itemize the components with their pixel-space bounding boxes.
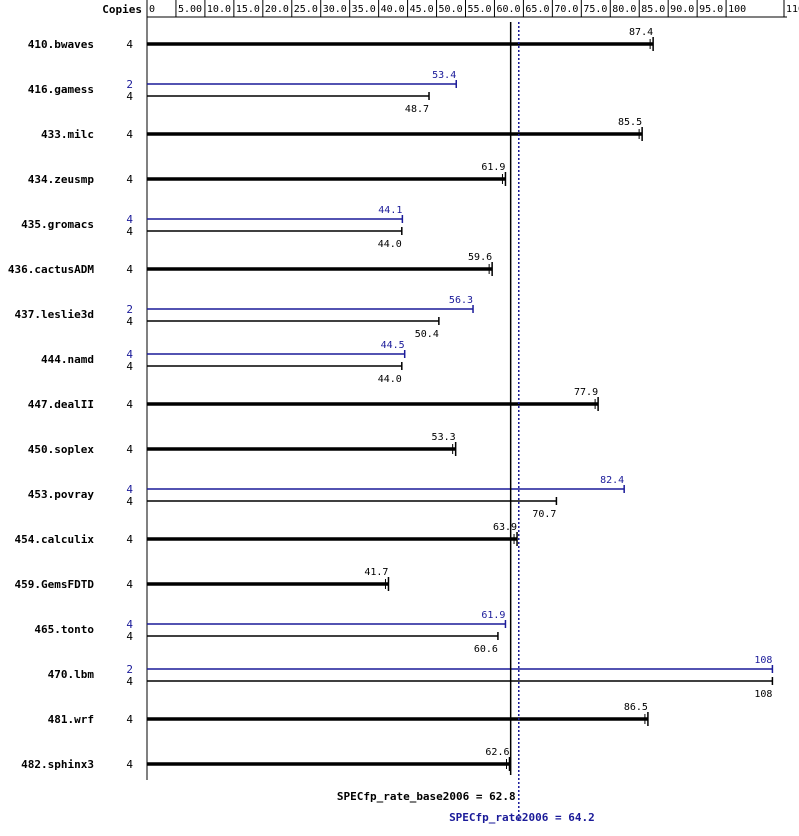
benchmark-label: 410.bwaves xyxy=(28,38,94,51)
peak-value-label: 53.4 xyxy=(432,70,456,81)
benchmark-label: 434.zeusmp xyxy=(28,173,95,186)
base-copies: 4 xyxy=(126,758,133,771)
base-copies: 4 xyxy=(126,398,133,411)
base-copies: 4 xyxy=(126,630,133,643)
benchmark-label: 450.soplex xyxy=(28,443,95,456)
tick-label: 110 xyxy=(786,4,799,15)
tick-label: 70.0 xyxy=(554,4,578,15)
peak-copies: 4 xyxy=(126,483,133,496)
tick-label: 45.0 xyxy=(410,4,434,15)
tick-label: 75.0 xyxy=(583,4,607,15)
base-copies: 4 xyxy=(126,173,133,186)
base-copies: 4 xyxy=(126,443,133,456)
peak-copies: 2 xyxy=(126,663,133,676)
tick-label: 65.0 xyxy=(525,4,549,15)
tick-label: 100 xyxy=(728,4,746,15)
tick-label: 90.0 xyxy=(670,4,694,15)
base-copies: 4 xyxy=(126,495,133,508)
base-value-label: 41.7 xyxy=(364,567,388,578)
base-value-label: 48.7 xyxy=(405,104,429,115)
tick-label: 0 xyxy=(149,4,155,15)
base-value-label: 87.4 xyxy=(629,27,653,38)
base-copies: 4 xyxy=(126,315,133,328)
base-copies: 4 xyxy=(126,90,133,103)
benchmark-label: 436.cactusADM xyxy=(8,263,94,276)
benchmark-label: 437.leslie3d xyxy=(15,308,94,321)
base-value-label: 44.0 xyxy=(378,239,402,250)
peak-copies: 4 xyxy=(126,618,133,631)
benchmark-label: 453.povray xyxy=(28,488,95,501)
tick-label: 95.0 xyxy=(699,4,723,15)
tick-label: 10.0 xyxy=(207,4,231,15)
tick-label: 80.0 xyxy=(612,4,636,15)
peak-copies: 2 xyxy=(126,303,133,316)
benchmark-label: 433.milc xyxy=(41,128,94,141)
base-value-label: 85.5 xyxy=(618,117,642,128)
benchmark-label: 454.calculix xyxy=(15,533,95,546)
base-value-label: 44.0 xyxy=(378,374,402,385)
base-copies: 4 xyxy=(126,360,133,373)
base-value-label: 62.6 xyxy=(485,747,509,758)
tick-label: 5.00 xyxy=(178,4,202,15)
axis-layer: Copies 0 5.00 10.0 15.0 20.0 25.0 30.0 35.0 40.0 4… xyxy=(102,0,799,775)
peak-value-label: 44.1 xyxy=(378,205,402,216)
base-value-label: 61.9 xyxy=(481,162,505,173)
benchmark-label: 444.namd xyxy=(41,353,94,366)
tick-label: 50.0 xyxy=(439,4,463,15)
tick-label: 30.0 xyxy=(323,4,347,15)
base-value-label: 53.3 xyxy=(432,432,456,443)
base-value-label: 86.5 xyxy=(624,702,648,713)
base-copies: 4 xyxy=(126,38,133,51)
base-copies: 4 xyxy=(126,533,133,546)
base-copies: 4 xyxy=(126,675,133,688)
tick-label: 55.0 xyxy=(468,4,492,15)
tick-label: 85.0 xyxy=(641,4,665,15)
peak-value-label: 44.5 xyxy=(381,340,405,351)
base-value-label: 50.4 xyxy=(415,329,439,340)
benchmark-label: 416.gamess xyxy=(28,83,94,96)
tick-label: 15.0 xyxy=(236,4,260,15)
peak-value-label: 56.3 xyxy=(449,295,473,306)
copies-header: Copies xyxy=(102,3,142,16)
base-copies: 4 xyxy=(126,225,133,238)
peak-value-label: 61.9 xyxy=(481,610,505,621)
base-value-label: 77.9 xyxy=(574,387,598,398)
benchmark-label: 459.GemsFDTD xyxy=(15,578,95,591)
base-summary-label: SPECfp_rate_base2006 = 62.8 xyxy=(337,790,516,803)
base-value-label: 59.6 xyxy=(468,252,492,263)
base-value-label: 70.7 xyxy=(532,509,556,520)
tick-label: 40.0 xyxy=(381,4,405,15)
benchmark-label: 447.dealII xyxy=(28,398,94,411)
tick-label: 35.0 xyxy=(352,4,376,15)
base-value-label: 108 xyxy=(754,689,772,700)
peak-summary-label: SPECfp_rate2006 = 64.2 xyxy=(449,811,595,824)
base-copies: 4 xyxy=(126,263,133,276)
benchmark-label: 470.lbm xyxy=(48,668,95,681)
benchmark-label: 481.wrf xyxy=(48,713,94,726)
reference-lines: SPECfp_rate_base2006 = 62.8 SPECfp_rate20… xyxy=(337,22,595,824)
benchmark-label: 465.tonto xyxy=(34,623,94,636)
tick-label: 25.0 xyxy=(294,4,318,15)
tick-label: 20.0 xyxy=(265,4,289,15)
peak-value-label: 108 xyxy=(754,655,772,666)
benchmark-label: 482.sphinx3 xyxy=(21,758,94,771)
base-copies: 4 xyxy=(126,713,133,726)
base-value-label: 60.6 xyxy=(474,644,498,655)
peak-copies: 2 xyxy=(126,78,133,91)
tick-label: 60.0 xyxy=(496,4,520,15)
peak-value-label: 82.4 xyxy=(600,475,624,486)
peak-copies: 4 xyxy=(126,348,133,361)
base-copies: 4 xyxy=(126,578,133,591)
base-value-label: 63.9 xyxy=(493,522,517,533)
peak-copies: 4 xyxy=(126,213,133,226)
benchmark-label: 435.gromacs xyxy=(21,218,94,231)
base-copies: 4 xyxy=(126,128,133,141)
